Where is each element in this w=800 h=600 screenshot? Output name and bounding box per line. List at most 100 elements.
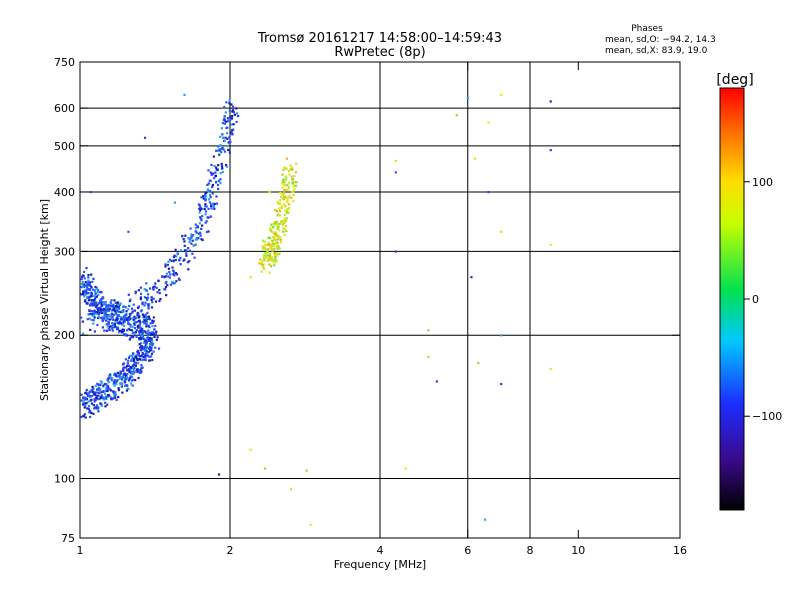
data-point — [141, 332, 144, 335]
data-point — [287, 207, 290, 211]
data-point — [132, 318, 135, 321]
data-point — [264, 256, 268, 259]
data-point — [84, 416, 87, 419]
data-point — [159, 297, 162, 301]
data-point — [139, 296, 143, 299]
data-point — [107, 309, 111, 312]
data-point — [84, 404, 87, 407]
data-point — [140, 354, 143, 357]
data-point — [86, 282, 89, 285]
data-point — [151, 358, 154, 362]
colorbar-tick-label: −100 — [752, 410, 782, 423]
data-point — [133, 326, 137, 330]
data-point — [218, 148, 221, 151]
data-point — [86, 407, 89, 410]
data-point — [108, 374, 111, 377]
data-point — [281, 222, 284, 225]
data-point — [286, 198, 289, 202]
data-point — [95, 310, 99, 314]
data-point — [164, 265, 167, 268]
data-point — [164, 282, 167, 285]
data-point — [282, 197, 285, 200]
data-point — [82, 293, 85, 296]
data-point — [200, 207, 203, 210]
data-point — [114, 313, 117, 316]
data-point — [268, 255, 272, 258]
y-tick-label: 100 — [54, 473, 75, 486]
data-point — [105, 304, 108, 307]
data-point — [193, 244, 196, 247]
data-point — [124, 318, 127, 322]
data-point — [122, 366, 125, 369]
data-point — [136, 359, 139, 362]
data-point — [117, 314, 120, 317]
data-point — [179, 256, 182, 260]
data-point — [82, 414, 85, 417]
data-point — [549, 100, 552, 103]
data-point — [183, 240, 186, 243]
data-point — [155, 330, 158, 333]
data-point — [121, 391, 124, 394]
data-point — [149, 331, 152, 335]
data-point — [283, 195, 286, 198]
data-point — [276, 214, 279, 217]
data-point — [117, 331, 121, 334]
data-point — [173, 281, 176, 285]
data-point — [206, 188, 210, 191]
data-point — [140, 364, 143, 367]
data-point — [80, 399, 83, 402]
data-point — [282, 227, 285, 230]
data-point — [210, 173, 213, 176]
data-point — [212, 205, 215, 208]
data-point — [158, 292, 161, 295]
data-point — [130, 359, 133, 362]
data-point — [194, 227, 198, 230]
data-point — [271, 239, 274, 242]
data-point — [206, 183, 209, 187]
data-point — [92, 322, 95, 325]
data-point — [215, 168, 218, 171]
data-point — [487, 190, 490, 194]
data-point — [285, 229, 288, 233]
data-point — [99, 390, 102, 393]
data-point — [131, 331, 135, 334]
data-point — [147, 324, 150, 327]
data-point — [284, 205, 287, 208]
data-point — [138, 325, 141, 328]
data-point — [213, 164, 216, 168]
data-point — [141, 366, 144, 369]
data-point — [261, 247, 265, 251]
data-point — [214, 171, 217, 174]
data-point — [190, 242, 193, 245]
data-point — [125, 366, 128, 369]
data-point — [122, 321, 125, 325]
data-point — [274, 233, 278, 236]
data-point — [108, 318, 111, 321]
data-point — [135, 354, 138, 357]
data-point — [130, 371, 133, 374]
data-point — [273, 251, 277, 255]
data-point — [292, 199, 295, 203]
colorbar — [719, 87, 745, 511]
data-point — [274, 223, 277, 226]
data-point — [116, 306, 119, 309]
data-point — [137, 337, 141, 340]
info-heading: Phases — [631, 24, 663, 34]
data-point — [82, 274, 85, 278]
data-point — [88, 391, 91, 394]
data-point — [119, 370, 122, 373]
data-point — [95, 396, 98, 399]
data-point — [260, 270, 263, 273]
data-point — [105, 329, 108, 332]
data-point — [126, 362, 129, 365]
data-point — [88, 304, 92, 307]
data-point — [172, 273, 175, 276]
data-point — [93, 294, 96, 298]
data-point — [104, 396, 108, 399]
data-point — [119, 302, 122, 305]
data-point — [94, 285, 97, 288]
data-point — [231, 133, 234, 136]
data-point — [107, 320, 110, 323]
data-point — [292, 190, 295, 193]
